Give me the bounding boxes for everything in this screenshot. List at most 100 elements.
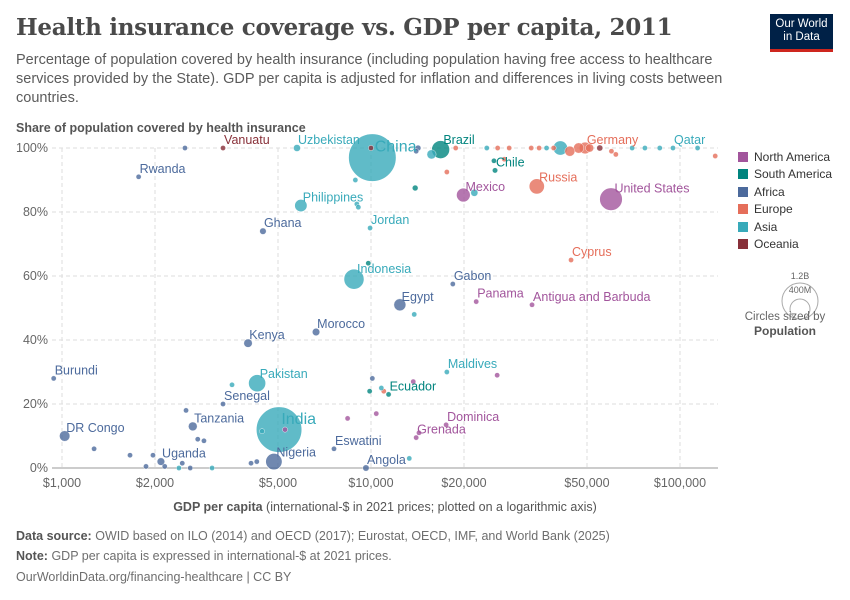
chart-title: Health insurance coverage vs. GDP per ca… — [16, 14, 673, 41]
data-point — [410, 378, 417, 385]
data-point — [494, 145, 501, 151]
legend-label: North America — [754, 149, 831, 164]
point-united-states — [599, 187, 623, 212]
data-point — [629, 145, 635, 151]
point-label: Mexico — [465, 180, 505, 194]
point-uganda — [156, 457, 165, 466]
point-label: Rwanda — [140, 162, 186, 176]
point-label: Dominica — [447, 410, 499, 424]
y-tick-label: 0% — [30, 461, 48, 475]
data-point — [406, 455, 413, 462]
legend-label: Asia — [754, 219, 778, 234]
x-tick-label: $50,000 — [564, 476, 609, 490]
point-label: Ecuador — [390, 379, 437, 393]
data-point — [179, 460, 186, 467]
point-label: Eswatini — [335, 434, 382, 448]
point-vanuatu — [220, 145, 226, 151]
point-dr-congo — [59, 430, 71, 442]
owid-logo[interactable]: Our World in Data — [770, 14, 833, 52]
point-egypt — [393, 298, 407, 311]
data-point — [187, 465, 194, 471]
data-point — [368, 145, 374, 151]
data-point — [543, 145, 550, 151]
size-legend-small-label: 400M — [789, 285, 812, 295]
data-point — [494, 372, 500, 379]
y-tick-label: 40% — [23, 333, 48, 347]
y-tick-label: 80% — [23, 205, 48, 219]
point-label: Philippines — [303, 191, 363, 205]
point-morocco — [312, 328, 320, 336]
data-point — [182, 145, 188, 151]
point-label: Egypt — [402, 290, 434, 304]
data-point — [282, 426, 288, 433]
point-label: Tanzania — [194, 411, 244, 425]
point-label: Grenada — [417, 423, 466, 437]
legend-item-asia[interactable]: Asia — [738, 218, 832, 236]
note-label: Note: — [16, 549, 48, 563]
point-label: Ghana — [264, 216, 302, 230]
point-dominica — [443, 421, 449, 428]
x-tick-label: $10,000 — [348, 476, 393, 490]
point-kenya — [243, 338, 253, 348]
point-label: Cyprus — [572, 245, 612, 259]
data-point — [201, 437, 207, 444]
data-point — [506, 145, 512, 151]
size-legend-big-label: 1.2B — [791, 271, 810, 281]
point-label: India — [281, 411, 316, 428]
point-label: Nigeria — [276, 446, 316, 460]
data-point — [564, 145, 576, 157]
data-point — [365, 260, 372, 267]
legend-swatch — [738, 239, 748, 250]
point-label: China — [375, 139, 417, 156]
y-tick-label: 100% — [16, 141, 48, 155]
legend-swatch — [738, 151, 748, 162]
legend-item-north-america[interactable]: North America — [738, 148, 832, 166]
point-label: Uzbekistan — [298, 133, 360, 147]
legend-item-africa[interactable]: Africa — [738, 183, 832, 201]
point-label: Indonesia — [357, 262, 411, 276]
data-point — [411, 311, 418, 318]
size-legend-small-circle — [789, 298, 811, 320]
data-point — [378, 385, 385, 391]
data-point — [536, 145, 542, 151]
point-ghana — [259, 227, 267, 235]
point-angola — [362, 464, 370, 472]
footer-link[interactable]: OurWorldinData.org/financing-healthcare … — [16, 570, 292, 584]
legend-item-south-america[interactable]: South America — [738, 166, 832, 184]
point-label: Vanuatu — [224, 133, 270, 147]
data-point — [161, 463, 168, 470]
point-antigua-and-barbuda — [529, 301, 535, 308]
point-label: Chile — [496, 155, 525, 169]
footer-note: Note: GDP per capita is expressed in int… — [16, 549, 392, 563]
point-indonesia — [343, 268, 365, 290]
footer-source: Data source: OWID based on ILO (2014) an… — [16, 529, 610, 543]
logo-line-2: in Data — [783, 31, 820, 43]
data-point — [470, 189, 479, 197]
data-point — [248, 460, 254, 467]
point-label: Maldives — [448, 357, 497, 371]
size-legend: 1.2B 400M — [781, 271, 819, 320]
data-point — [229, 381, 235, 388]
legend-label: Oceania — [754, 237, 799, 252]
point-label: Antigua and Barbuda — [533, 290, 651, 304]
data-point — [127, 452, 133, 459]
data-point — [413, 148, 419, 154]
legend-item-europe[interactable]: Europe — [738, 201, 832, 219]
x-axis-title: GDP per capita (international-$ in 2021 … — [173, 500, 597, 514]
point-jordan — [367, 225, 373, 231]
data-point — [369, 375, 376, 382]
data-point — [344, 415, 351, 422]
data-point — [416, 429, 422, 436]
point-label: Brazil — [443, 133, 474, 147]
legend-item-oceania[interactable]: Oceania — [738, 236, 832, 254]
point-label: Senegal — [224, 389, 270, 403]
data-point — [608, 148, 615, 154]
legend-label: Africa — [754, 184, 785, 199]
point-label: Panama — [477, 287, 524, 301]
data-point — [209, 465, 215, 471]
data-point — [501, 156, 508, 162]
data-point — [712, 153, 719, 159]
data-point — [150, 452, 156, 459]
point-eswatini — [331, 445, 337, 452]
data-point — [452, 145, 459, 151]
